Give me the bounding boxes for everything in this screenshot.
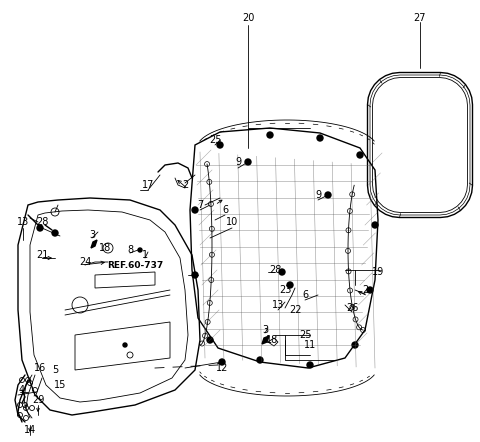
- Circle shape: [192, 207, 198, 213]
- Circle shape: [207, 337, 213, 343]
- Text: 18: 18: [99, 243, 111, 253]
- Circle shape: [287, 282, 293, 288]
- Text: 28: 28: [36, 217, 48, 227]
- Text: 25: 25: [209, 135, 221, 145]
- Circle shape: [123, 343, 127, 347]
- Text: 3: 3: [89, 230, 95, 240]
- Text: 15: 15: [54, 380, 66, 390]
- Text: 28: 28: [269, 265, 281, 275]
- Text: 21: 21: [36, 250, 48, 260]
- Text: 1: 1: [142, 250, 148, 260]
- Text: 19: 19: [372, 267, 384, 277]
- Circle shape: [257, 357, 263, 363]
- Circle shape: [219, 359, 225, 365]
- Text: 6: 6: [222, 205, 228, 215]
- Text: 9: 9: [315, 190, 321, 200]
- Text: 25: 25: [299, 330, 311, 340]
- Circle shape: [138, 248, 142, 252]
- Text: 4: 4: [19, 385, 25, 395]
- Text: 12: 12: [216, 363, 228, 373]
- Text: 18: 18: [266, 335, 278, 345]
- Text: 22: 22: [289, 305, 301, 315]
- Text: 27: 27: [414, 13, 426, 23]
- Circle shape: [192, 272, 198, 278]
- Text: 6: 6: [302, 290, 308, 300]
- Text: 5: 5: [52, 365, 58, 375]
- Circle shape: [357, 152, 363, 158]
- Text: 11: 11: [304, 340, 316, 350]
- Text: 3: 3: [262, 325, 268, 335]
- Text: 8: 8: [127, 245, 133, 255]
- Text: REF.60-737: REF.60-737: [107, 260, 163, 270]
- Text: 26: 26: [346, 303, 358, 313]
- Text: 9: 9: [235, 157, 241, 167]
- Text: 10: 10: [226, 217, 238, 227]
- Text: 2: 2: [362, 285, 368, 295]
- Polygon shape: [91, 240, 97, 248]
- Circle shape: [317, 135, 323, 141]
- Text: 20: 20: [242, 13, 254, 23]
- Circle shape: [37, 225, 43, 231]
- Circle shape: [217, 142, 223, 148]
- Circle shape: [372, 222, 378, 228]
- Text: 24: 24: [79, 257, 91, 267]
- Text: 13: 13: [272, 300, 284, 310]
- Text: 14: 14: [24, 425, 36, 435]
- Circle shape: [307, 362, 313, 368]
- Polygon shape: [262, 336, 269, 344]
- Text: 2: 2: [182, 180, 188, 190]
- Text: 13: 13: [17, 217, 29, 227]
- Text: 7: 7: [197, 200, 203, 210]
- Text: 29: 29: [32, 395, 44, 405]
- Text: 23: 23: [279, 285, 291, 295]
- Circle shape: [52, 230, 58, 236]
- Text: 16: 16: [34, 363, 46, 373]
- Circle shape: [367, 287, 373, 293]
- Circle shape: [279, 269, 285, 275]
- Circle shape: [325, 192, 331, 198]
- Circle shape: [245, 159, 251, 165]
- Text: 17: 17: [142, 180, 154, 190]
- Circle shape: [267, 132, 273, 138]
- Circle shape: [352, 342, 358, 348]
